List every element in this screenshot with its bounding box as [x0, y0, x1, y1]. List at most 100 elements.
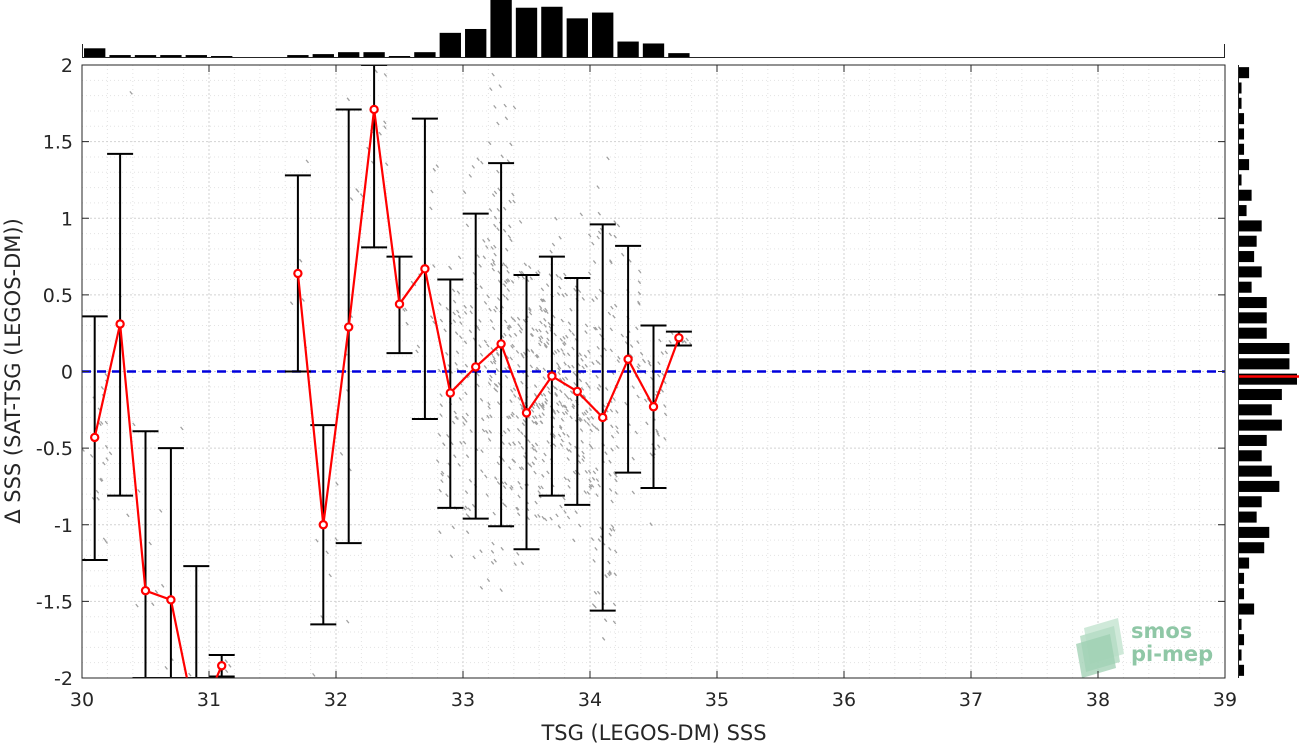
right-histogram-bar: [1239, 174, 1242, 186]
y-tick-label: 2: [61, 55, 73, 77]
top-histogram-bar: [363, 52, 385, 57]
right-histogram-bar: [1239, 342, 1290, 355]
right-histogram-bar: [1239, 281, 1252, 293]
mean-point: [598, 412, 608, 423]
right-histogram-bar: [1239, 404, 1272, 416]
mean-point: [496, 339, 506, 349]
right-histogram-bar: [1239, 588, 1245, 600]
mean-point: [547, 371, 557, 381]
x-tick-label: 33: [451, 689, 475, 711]
scatter-streaks: [82, 69, 693, 677]
mean-point: [115, 319, 125, 329]
top-histogram-bar: [109, 55, 131, 57]
error-bars: [82, 65, 692, 678]
x-tick-label: 31: [197, 689, 221, 711]
right-histogram-bar: [1239, 526, 1270, 538]
y-tick-label: -1: [54, 515, 73, 537]
x-tick-label: 30: [70, 689, 94, 711]
right-histogram-bar: [1239, 297, 1267, 309]
right-histogram-bar: [1239, 450, 1262, 462]
mean-point: [369, 104, 379, 115]
mean-point: [394, 299, 405, 309]
mean-line: [93, 323, 223, 678]
right-histogram-bar: [1239, 618, 1242, 630]
mean-point: [674, 333, 684, 343]
right-histogram-bar: [1239, 496, 1262, 508]
right-histogram-bar: [1239, 251, 1255, 263]
top-histogram-bar: [566, 18, 588, 57]
top-histogram-bar: [541, 6, 563, 58]
right-histogram-bar: [1239, 465, 1272, 477]
minor-grid: [82, 65, 1225, 678]
y-tick-labels: 2 1.5 1 0.5 0 -0.5 -1 -1.5 -2: [36, 55, 73, 690]
x-tick-label: 36: [832, 689, 856, 711]
right-histogram-bar: [1239, 634, 1245, 646]
right-histogram-bar: [1239, 542, 1265, 554]
scatter-points: [82, 69, 693, 677]
y-tick-label: -2: [54, 668, 73, 690]
x-axis-label: TSG (LEGOS-DM) SSS: [540, 721, 766, 745]
x-tick-labels: 30 31 32 33 34 35 36 37 38 39: [70, 689, 1237, 711]
logo-line2: pi-mep: [1131, 642, 1213, 666]
top-histogram-bar: [84, 48, 106, 57]
right-histogram-bar: [1239, 205, 1247, 217]
right-histogram-bar: [1239, 358, 1290, 370]
right-histogram-bar: [1239, 159, 1250, 171]
right-histogram-bar: [1239, 480, 1280, 492]
right-histogram-bar: [1239, 557, 1250, 569]
mean-point: [318, 520, 328, 530]
right-histogram-bar: [1239, 511, 1257, 523]
x-tick-label: 38: [1086, 689, 1110, 711]
mean-point: [572, 386, 583, 397]
mean-point: [648, 402, 659, 412]
mean-point: [293, 268, 303, 279]
right-histogram-bar: [1239, 67, 1250, 79]
top-histogram-bar: [642, 43, 665, 57]
right-histogram-bar: [1239, 373, 1297, 385]
right-histogram-bar: [1239, 327, 1267, 339]
right-histogram-bar: [1239, 388, 1282, 401]
x-tick-label: 37: [959, 689, 983, 711]
top-histogram-bar: [414, 52, 436, 57]
y-tick-label: 0: [61, 362, 73, 384]
logo-line1: smos: [1131, 619, 1192, 643]
top-histogram-bar: [160, 55, 182, 57]
right-histogram-bar: [1239, 434, 1267, 446]
x-tick-label: 39: [1213, 689, 1237, 711]
smos-pi-mep-logo: smos pi-mep: [1076, 618, 1213, 678]
top-histogram-bar: [668, 53, 690, 57]
mean-point: [521, 408, 532, 418]
right-histogram-bar: [1239, 97, 1242, 109]
mean-point: [471, 362, 481, 372]
mean-series: [89, 104, 684, 678]
right-histogram-bar: [1239, 235, 1257, 247]
right-histogram-bar: [1239, 649, 1242, 661]
top-histogram-bar: [287, 55, 309, 57]
top-histogram-bar: [134, 55, 157, 57]
top-histogram-bar: [515, 7, 538, 58]
right-histogram-bar: [1239, 572, 1245, 584]
mean-point: [623, 354, 633, 364]
mean-point: [445, 388, 455, 398]
top-histogram-bar: [211, 56, 233, 57]
right-histogram-bar: [1239, 266, 1262, 278]
x-tick-label: 34: [578, 689, 602, 711]
mean-line: [296, 109, 680, 525]
mean-point: [89, 432, 100, 443]
tick-marks: [81, 64, 1226, 679]
y-tick-label: 1: [61, 208, 73, 230]
right-histogram-bar: [1239, 113, 1245, 125]
top-histogram-bar: [388, 56, 411, 57]
mean-point: [166, 595, 176, 605]
top-histogram-bar: [312, 54, 334, 57]
right-histogram-bar: [1239, 82, 1242, 94]
right-histogram-bar: [1239, 603, 1255, 615]
top-histogram-bar: [490, 0, 512, 57]
y-tick-label: 1.5: [43, 132, 73, 154]
top-histogram-bar: [465, 28, 487, 57]
right-histogram-bar: [1239, 189, 1252, 201]
top-histogram-bar: [439, 32, 461, 57]
x-tick-label: 32: [324, 689, 348, 711]
y-axis-label: Δ SSS (SAT-TSG (LEGOS-DM)): [1, 218, 25, 524]
